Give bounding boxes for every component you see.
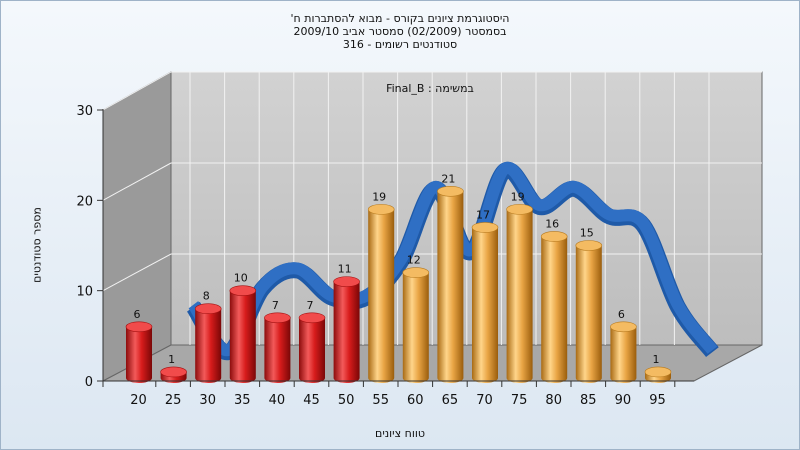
data-label: 19 bbox=[511, 190, 525, 203]
data-label: 19 bbox=[372, 190, 386, 203]
data-label: 1 bbox=[653, 353, 660, 366]
bar-body bbox=[126, 326, 152, 383]
bar-45 bbox=[298, 312, 326, 383]
bar-top bbox=[194, 303, 222, 315]
y-tick-label: 0 bbox=[85, 375, 93, 390]
data-label: 7 bbox=[272, 299, 279, 312]
bar-85 bbox=[575, 240, 603, 383]
x-tick-label: 80 bbox=[545, 393, 562, 408]
chart-title-line1: היסטוגרמת ציונים בקורס - מבוא להסתברות ח… bbox=[290, 12, 510, 25]
bar-body bbox=[472, 227, 498, 383]
bar-top bbox=[298, 312, 326, 324]
data-label: 6 bbox=[134, 308, 141, 321]
bar-30 bbox=[194, 303, 222, 383]
bar-body bbox=[368, 209, 395, 383]
bar-90 bbox=[610, 321, 637, 383]
bar-body bbox=[437, 191, 464, 383]
x-tick-label: 30 bbox=[199, 393, 216, 408]
bar-body bbox=[402, 272, 429, 383]
x-tick-label: 90 bbox=[615, 393, 632, 408]
bar-20 bbox=[125, 321, 153, 383]
chart-title-line2: בסמסטר (02/2009) סמסטר אביב 2009/10 bbox=[293, 25, 507, 38]
bar-body bbox=[575, 245, 602, 383]
bar-top bbox=[367, 204, 395, 215]
data-label: 7 bbox=[307, 299, 314, 312]
inner-label: במשימה : Final_B bbox=[386, 82, 474, 95]
x-tick-label: 45 bbox=[303, 393, 320, 408]
x-tick-label: 55 bbox=[372, 393, 389, 408]
chart-titles: היסטוגרמת ציונים בקורס - מבוא להסתברות ח… bbox=[0, 12, 800, 51]
bar-body bbox=[229, 290, 256, 383]
x-tick-label: 95 bbox=[649, 393, 666, 408]
data-label: 15 bbox=[580, 227, 594, 240]
data-label: 17 bbox=[476, 208, 490, 221]
gridline-side bbox=[102, 253, 172, 292]
gridline-side bbox=[102, 162, 172, 201]
bar-top bbox=[160, 366, 187, 378]
bar-top bbox=[644, 366, 672, 378]
x-tick-label: 35 bbox=[234, 393, 251, 408]
bar-60 bbox=[402, 267, 430, 383]
data-label: 6 bbox=[618, 308, 625, 321]
bar-top bbox=[610, 321, 637, 333]
bar-body bbox=[264, 317, 291, 383]
bar-70 bbox=[471, 222, 499, 383]
bar-top bbox=[575, 240, 603, 251]
bar-top bbox=[506, 204, 533, 215]
bar-75 bbox=[506, 204, 533, 383]
bar-body bbox=[541, 236, 568, 383]
x-axis-label: טווח ציונים bbox=[375, 427, 425, 440]
x-tick-label: 25 bbox=[165, 393, 182, 408]
bar-95 bbox=[644, 366, 672, 383]
bar-top bbox=[229, 285, 257, 296]
data-label: 11 bbox=[338, 263, 352, 276]
bar-65 bbox=[437, 186, 464, 383]
data-label: 21 bbox=[441, 172, 455, 185]
bar-body bbox=[506, 209, 533, 383]
x-tick-label: 85 bbox=[580, 393, 597, 408]
chart-title-line3: סטודנטים רשומים - 316 bbox=[342, 38, 458, 51]
x-tick-label: 50 bbox=[338, 393, 355, 408]
bar-top bbox=[540, 231, 568, 242]
data-label: 10 bbox=[234, 272, 248, 285]
x-tick-label: 70 bbox=[476, 393, 493, 408]
y-tick-label: 30 bbox=[76, 104, 93, 119]
bar-25 bbox=[160, 366, 187, 383]
data-label: 8 bbox=[203, 290, 210, 303]
y-axis-label: מספר סטודנטים bbox=[30, 207, 44, 283]
bar-top bbox=[333, 276, 360, 287]
bar-top bbox=[264, 312, 291, 324]
y-tick-label: 10 bbox=[76, 285, 93, 300]
gridline-side bbox=[102, 71, 172, 111]
bar-top bbox=[125, 321, 153, 333]
x-tick-label: 65 bbox=[442, 393, 459, 408]
data-label: 1 bbox=[168, 353, 175, 366]
x-tick-label: 75 bbox=[511, 393, 528, 408]
bar-50 bbox=[333, 276, 360, 383]
bar-40 bbox=[264, 312, 291, 383]
bar-body bbox=[195, 308, 222, 383]
bar-35 bbox=[229, 285, 257, 383]
bar-body bbox=[610, 326, 637, 383]
y-tick-label: 20 bbox=[76, 194, 93, 209]
bar-body bbox=[299, 317, 325, 383]
x-tick-label: 20 bbox=[130, 393, 147, 408]
bar-80 bbox=[540, 231, 568, 383]
bar-top bbox=[471, 222, 499, 233]
x-tick-label: 40 bbox=[269, 393, 286, 408]
bar-top bbox=[402, 267, 430, 278]
bar-55 bbox=[367, 204, 395, 383]
bar-top bbox=[437, 186, 464, 197]
data-label: 12 bbox=[407, 254, 421, 267]
data-label: 16 bbox=[545, 217, 559, 230]
x-tick-label: 60 bbox=[407, 393, 424, 408]
bar-body bbox=[333, 281, 360, 383]
